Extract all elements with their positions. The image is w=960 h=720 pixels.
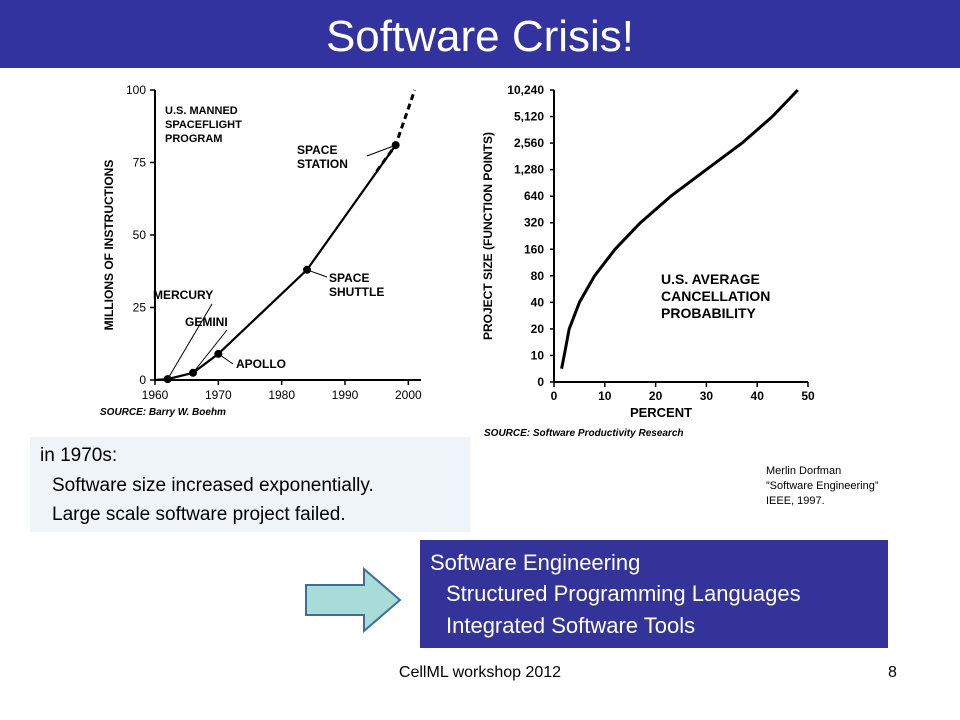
y-tick-label: 50 [133, 228, 147, 242]
y-tick-label: 40 [531, 295, 545, 309]
note-line-intro: in 1970s: [40, 445, 118, 466]
x-tick-label: 30 [700, 389, 714, 403]
chart-title: U.S. MANNED [165, 105, 238, 117]
se-item-tools: Integrated Software Tools [446, 613, 696, 638]
point-label: APOLLO [236, 357, 286, 371]
software-engineering-box: Software Engineering Structured Programm… [420, 540, 888, 648]
point-label: MERCURY [153, 288, 213, 302]
chart-title: SPACEFLIGHT [165, 119, 242, 131]
chart-title: PROGRAM [165, 133, 222, 145]
citation: Merlin Dorfman ”Software Engineering” IE… [766, 464, 879, 509]
y-tick-label: 10 [531, 348, 545, 362]
note-box: in 1970s: Software size increased expone… [30, 437, 470, 532]
x-tick-label: 40 [751, 389, 765, 403]
x-tick-label: 0 [551, 389, 558, 403]
right-arrow-icon [305, 566, 402, 634]
y-tick-label: 25 [133, 301, 147, 315]
citation-title: ”Software Engineering” [766, 480, 879, 492]
y-tick-label: 5,120 [514, 110, 544, 124]
series-line [154, 144, 397, 382]
citation-publisher: IEEE, 1997. [766, 495, 825, 507]
chart-source: SOURCE: Barry W. Boehm [100, 407, 226, 418]
label-leader [366, 144, 396, 157]
chart-title: PROBABILITY [661, 305, 757, 321]
spaceflight-chart: 0 25 50 75 100 1960 1970 1980 1990 2000 MILLIONS O… [100, 83, 422, 418]
y-tick-label: 0 [139, 373, 146, 387]
note-line-failed: Large scale software project failed. [52, 504, 346, 525]
y-tick-label: 0 [537, 375, 544, 389]
y-tick-label: 640 [524, 189, 544, 203]
arrow-shape [305, 566, 402, 634]
y-tick-label: 2,560 [514, 136, 544, 150]
x-tick-label: 50 [801, 389, 815, 403]
note-line-size: Software size increased exponentially. [52, 475, 374, 496]
slide-title: Software Crisis! [325, 12, 635, 61]
y-axis-label: MILLIONS OF INSTRUCTIONS [102, 160, 116, 331]
title-bar [0, 0, 960, 68]
x-tick-label: 10 [598, 389, 612, 403]
label-leader [218, 353, 234, 365]
y-tick-label: 20 [531, 322, 545, 336]
label-leader [192, 329, 228, 374]
se-item-languages: Structured Programming Languages [446, 581, 801, 606]
x-tick-label: 1960 [142, 388, 169, 402]
data-point [163, 375, 172, 384]
page-number: 8 [888, 664, 897, 681]
footer-text: CellML workshop 2012 [398, 664, 562, 681]
x-axis-label: PERCENT [630, 405, 692, 420]
x-tick-label: 1970 [205, 388, 232, 402]
point-label: SHUTTLE [329, 285, 384, 299]
chart-title: CANCELLATION [661, 288, 770, 304]
x-tick-label: 1980 [268, 388, 295, 402]
y-tick-label: 80 [531, 269, 545, 283]
citation-author: Merlin Dorfman [766, 465, 842, 477]
x-tick-label: 2000 [395, 388, 422, 402]
cancellation-chart: 0 10 20 40 80 160 320 640 1,280 2,560 5,120 10,240 0… [481, 83, 815, 439]
y-tick-label: 75 [133, 156, 147, 170]
x-tick-label: 1990 [332, 388, 359, 402]
y-tick-label: 100 [126, 83, 146, 97]
series-line [560, 88, 799, 369]
y-tick-label: 160 [524, 242, 544, 256]
projection-line [375, 89, 417, 173]
point-label: STATION [297, 157, 348, 171]
y-tick-label: 10,240 [507, 83, 544, 97]
point-label: GEMINI [185, 315, 228, 329]
x-tick-label: 20 [649, 389, 663, 403]
chart-source: SOURCE: Software Productivity Research [484, 428, 684, 439]
label-leader [306, 269, 328, 278]
y-tick-label: 320 [524, 216, 544, 230]
data-point [303, 265, 311, 274]
point-label: SPACE [297, 143, 337, 157]
se-heading: Software Engineering [430, 550, 641, 575]
y-tick-label: 1,280 [514, 163, 544, 177]
point-label: SPACE [329, 271, 369, 285]
label-leader [167, 303, 213, 380]
y-axis-label: PROJECT SIZE (FUNCTION POINTS) [481, 132, 495, 340]
chart-title: U.S. AVERAGE [661, 271, 760, 287]
